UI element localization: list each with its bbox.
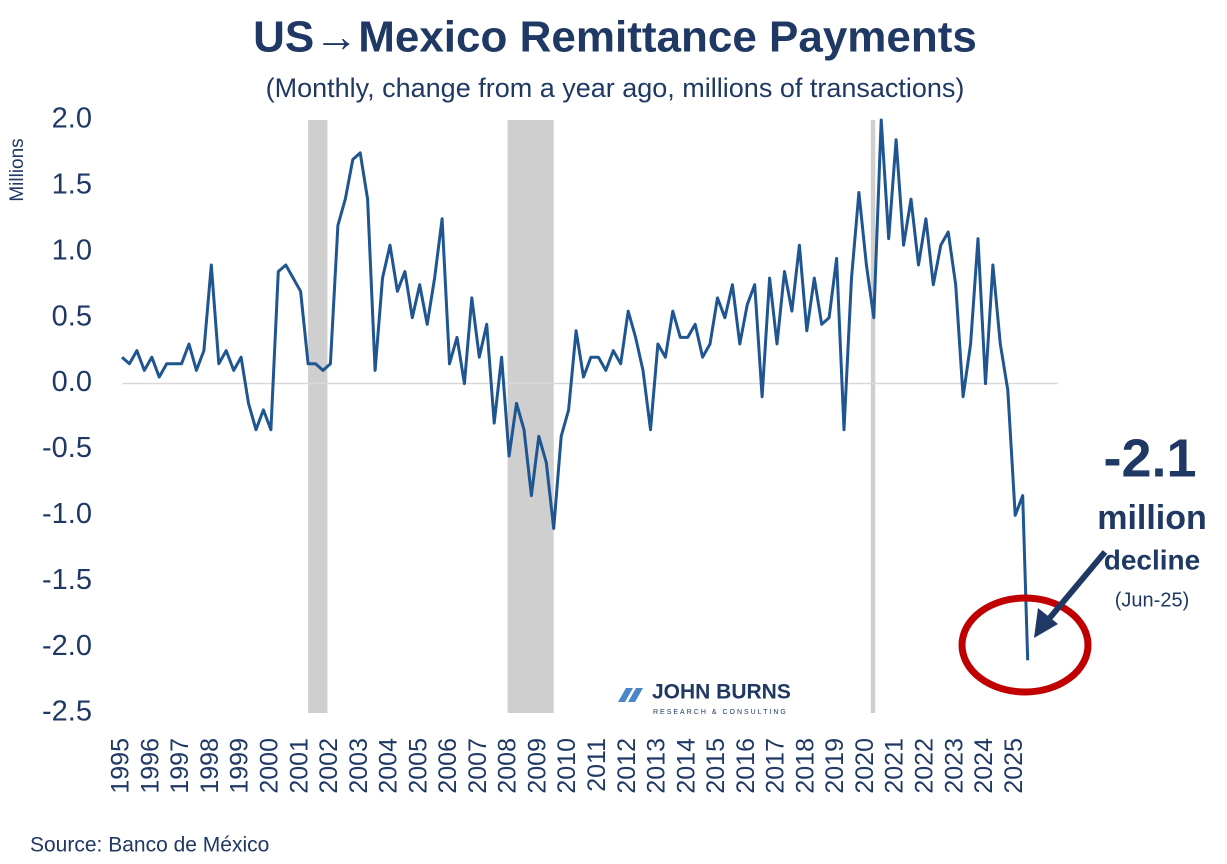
- x-tick-label: 2025: [1000, 738, 1028, 794]
- x-tick-label: 1999: [226, 738, 254, 794]
- y-tick-label: -1.0: [42, 498, 92, 530]
- x-tick-label: 2022: [911, 738, 939, 794]
- x-tick-label: 2020: [851, 738, 879, 794]
- recession-band: [308, 120, 328, 713]
- highlight-circle: [958, 594, 1092, 696]
- x-tick-label: 2009: [523, 738, 551, 794]
- x-tick-label: 2013: [643, 738, 671, 794]
- x-tick-label: 1995: [107, 738, 135, 794]
- x-tick-label: 2018: [791, 738, 819, 794]
- x-tick-label: 2002: [315, 738, 343, 794]
- y-axis-label: Millions: [7, 138, 28, 201]
- y-tick-label: -0.5: [42, 432, 92, 464]
- x-tick-label: 2007: [464, 738, 492, 794]
- annotation-date: (Jun-25): [1115, 589, 1189, 611]
- x-tick-label: 2021: [881, 738, 909, 794]
- x-tick-label: 2017: [762, 738, 790, 794]
- x-tick-label: 2010: [553, 738, 581, 794]
- x-tick-label: 2000: [255, 738, 283, 794]
- x-tick-label: 2003: [345, 738, 373, 794]
- x-tick-label: 2005: [404, 738, 432, 794]
- y-tick-label: 2.0: [52, 103, 92, 135]
- y-tick-label: 1.5: [52, 169, 92, 201]
- logo: JOHN BURNS RESEARCH & CONSULTING: [618, 681, 791, 716]
- x-tick-label: 2024: [970, 738, 998, 794]
- y-tick-label: 1.0: [52, 234, 92, 266]
- x-tick-label: 2006: [434, 738, 462, 794]
- logo-icon: [618, 688, 643, 702]
- arrow-head: [1034, 608, 1058, 638]
- chart-title: US→Mexico Remittance Payments: [253, 13, 977, 62]
- logo-tagline: RESEARCH & CONSULTING: [653, 709, 788, 716]
- y-tick-label: -1.5: [42, 564, 92, 596]
- chart-subtitle: (Monthly, change from a year ago, millio…: [266, 73, 965, 103]
- annotation-text: decline: [1104, 544, 1200, 575]
- x-tick-label: 2023: [940, 738, 968, 794]
- x-tick-label: 2012: [613, 738, 641, 794]
- x-tick-label: 2004: [375, 738, 403, 794]
- x-tick-label: 1998: [196, 738, 224, 794]
- x-tick-label: 1997: [166, 738, 194, 794]
- annotation-value: -2.1: [1103, 428, 1196, 488]
- x-tick-label: 2015: [702, 738, 730, 794]
- x-tick-label: 2001: [285, 738, 313, 794]
- y-tick-label: 0.5: [52, 300, 92, 332]
- x-tick-label: 2011: [583, 738, 611, 792]
- annotation-arrow: [1045, 550, 1108, 622]
- x-tick-label: 2014: [672, 738, 700, 794]
- y-tick-label: -2.5: [42, 696, 92, 728]
- y-tick-label: 0.0: [52, 366, 92, 398]
- y-tick-label: -2.0: [42, 630, 92, 662]
- recession-band: [870, 120, 876, 713]
- annotation-text: million: [1097, 499, 1207, 537]
- x-tick-label: 2016: [732, 738, 760, 794]
- x-tick-label: 1996: [136, 738, 164, 794]
- x-tick-label: 2008: [494, 738, 522, 794]
- data-line: [121, 118, 1030, 661]
- logo-name: JOHN BURNS: [652, 681, 791, 704]
- x-tick-label: 2019: [821, 738, 849, 794]
- source-note: Source: Banco de México: [30, 834, 269, 857]
